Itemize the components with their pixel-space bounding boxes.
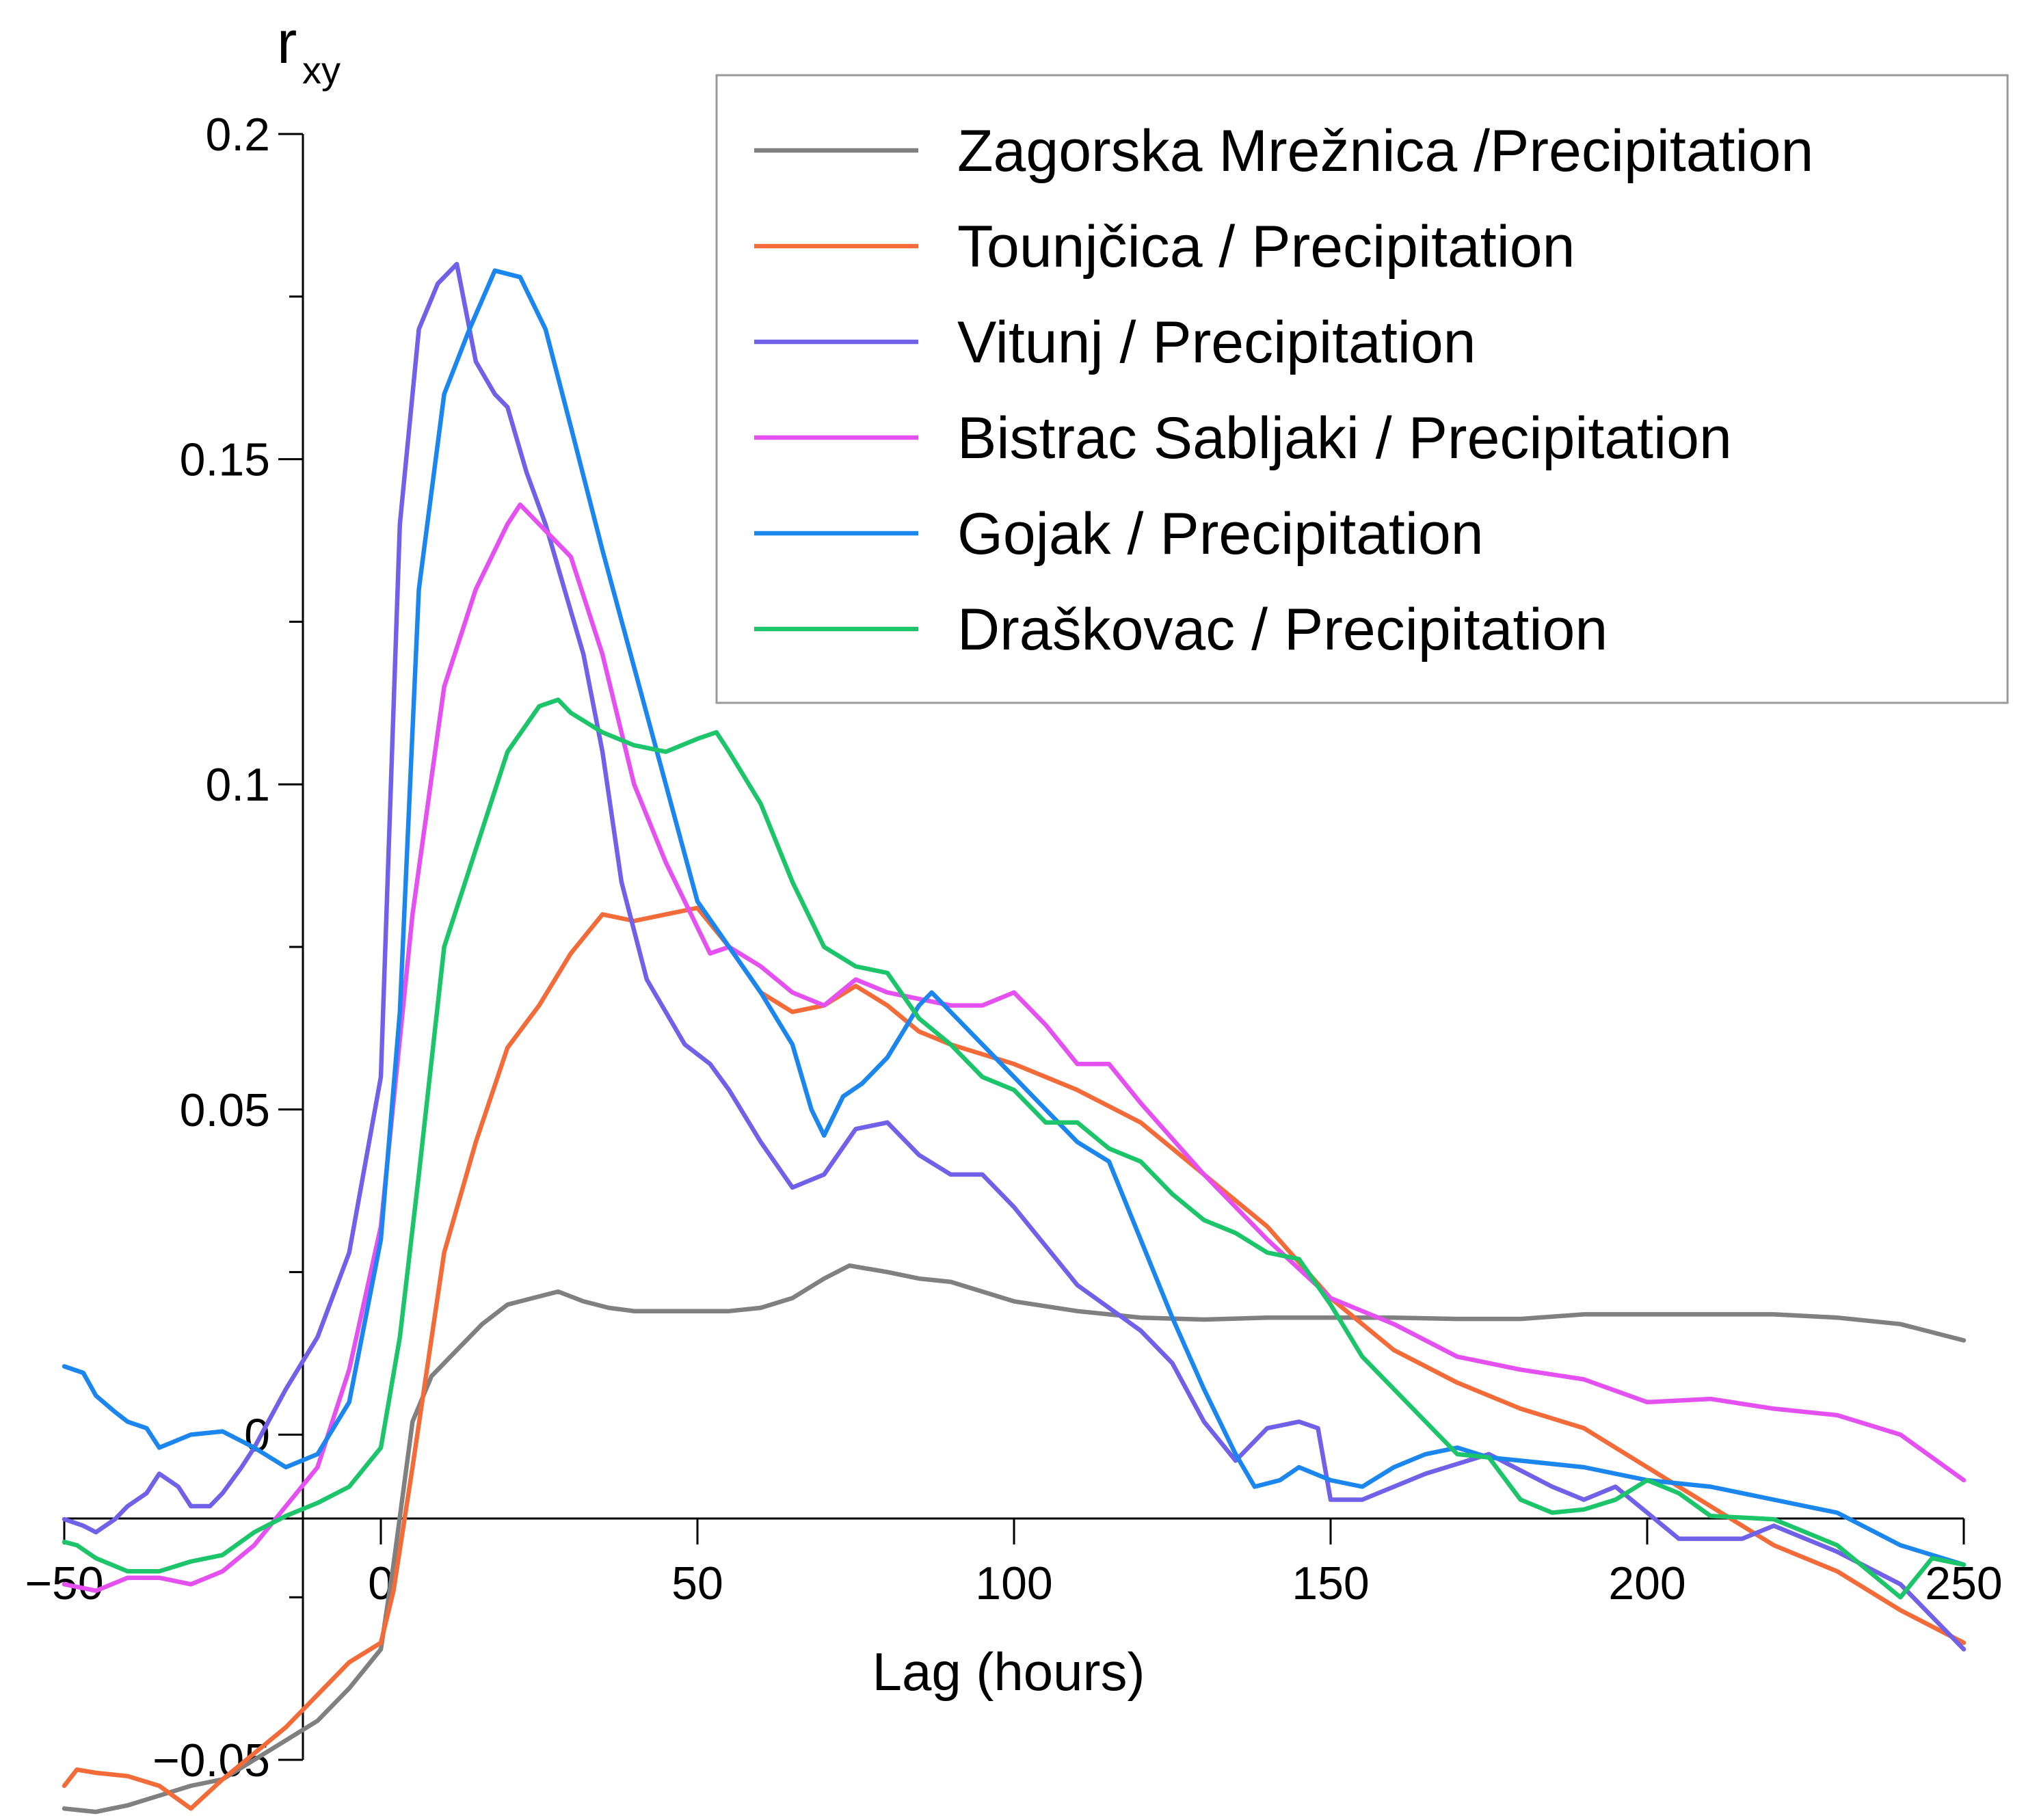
legend-label: Draškovac / Precipitation [957,597,1608,663]
x-tick-label: 150 [1292,1557,1369,1609]
y-tick-label: 0.1 [205,759,270,811]
y-tick-label: 0.2 [205,109,270,161]
series-line [62,261,1967,1652]
y-axis-title-main: r [277,8,297,76]
series-line [62,697,1967,1600]
y-tick-label: 0.05 [180,1084,270,1136]
legend-label: Tounjčica / Precipitation [957,214,1575,280]
x-axis-title: Lag (hours) [872,1642,1145,1702]
y-axis-title: r xy [277,8,341,92]
x-tick-label: 50 [671,1557,723,1609]
x-tick-label: 100 [975,1557,1052,1609]
legend: Zagorska Mrežnica /Precipitation Tounjčic… [715,74,2009,704]
y-tick-label: 0.15 [180,434,270,486]
legend-label: Bistrac Sabljaki / Precipitation [957,405,1732,471]
series-line [62,502,1967,1593]
legend-label: Zagorska Mrežnica /Precipitation [957,118,1813,184]
x-axis: −50 0 50 100 150 200 250 [25,1517,2003,1609]
legend-label: Vitunj / Precipitation [957,310,1476,375]
legend-label: Gojak / Precipitation [957,501,1484,567]
series-line [62,268,1967,1567]
series-group [62,261,1967,1815]
x-tick-label: 200 [1608,1557,1685,1609]
series-line [62,1263,1967,1815]
y-axis-title-subscript: xy [302,49,341,92]
legend-box [715,74,2009,704]
